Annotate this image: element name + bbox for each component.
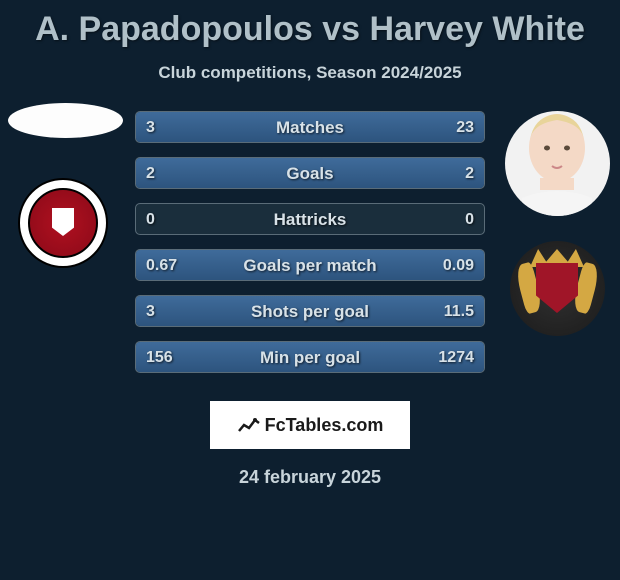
stat-row: 0.670.09Goals per match [135,249,485,281]
stat-row: 323Matches [135,111,485,143]
stat-bars: 323Matches 22Goals 00Hattricks 0.670.09Goal… [135,111,485,387]
stat-label: Min per goal [136,342,484,373]
club-crest-left [18,178,108,268]
brand-logo-icon [237,415,261,435]
left-player-column [8,103,118,268]
club-crest-right [510,241,605,336]
brand-badge: FcTables.com [210,401,410,449]
crest-left-shield-icon [28,188,98,258]
player-photo-right [505,111,610,216]
brand-text: FcTables.com [265,415,384,436]
stat-label: Matches [136,112,484,143]
player-photo-left [8,103,123,138]
comparison-panel: 323Matches 22Goals 00Hattricks 0.670.09Goal… [0,111,620,391]
page-title: A. Papadopoulos vs Harvey White [0,0,620,49]
right-player-column [502,111,612,336]
stat-label: Goals [136,158,484,189]
stat-row: 1561274Min per goal [135,341,485,373]
stat-row: 22Goals [135,157,485,189]
stat-row: 311.5Shots per goal [135,295,485,327]
stat-row: 00Hattricks [135,203,485,235]
stat-label: Hattricks [136,204,484,235]
page-subtitle: Club competitions, Season 2024/2025 [0,63,620,83]
player-head-icon [512,111,602,216]
stat-label: Shots per goal [136,296,484,327]
stat-label: Goals per match [136,250,484,281]
footer-date: 24 february 2025 [0,467,620,488]
crest-right-shield-icon [536,263,578,313]
